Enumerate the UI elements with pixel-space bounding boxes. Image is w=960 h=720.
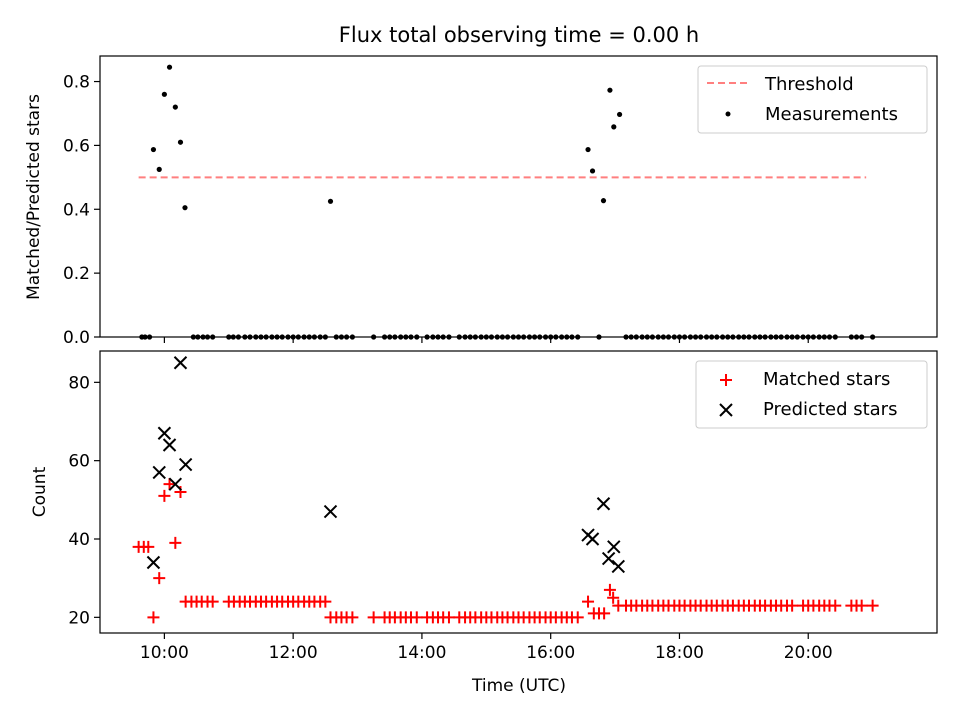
measurement-point — [161, 91, 167, 97]
matched-star-point — [142, 540, 155, 553]
measurement-point — [600, 198, 607, 204]
top-ticks: 0.0 0.2 0.4 0.6 0.8 — [63, 73, 809, 348]
measurement-point — [616, 111, 623, 118]
matched-star-point — [607, 591, 620, 604]
threshold-legend-label: Threshold — [764, 74, 854, 95]
matched-legend-swatch — [720, 374, 732, 386]
measurement-point — [327, 198, 334, 204]
matched-star-point — [855, 599, 868, 612]
measurement-point — [150, 146, 157, 153]
y-tick-label: 0.6 — [63, 136, 90, 156]
matched-star-point — [598, 607, 611, 620]
chart-title: Flux total observing time = 0.00 h — [339, 23, 699, 47]
matched-star-point — [147, 611, 160, 624]
matched-star-point — [169, 536, 182, 549]
x-axis-label: Time (UTC) — [471, 676, 566, 696]
predicted-legend-label: Predicted stars — [763, 399, 897, 420]
measurement-point — [182, 205, 188, 211]
matched-star-point — [603, 583, 616, 596]
predicted-star-point — [152, 465, 166, 480]
bottom-legend-box — [695, 360, 928, 429]
predicted-star-point — [323, 504, 338, 519]
measurement-point — [172, 104, 178, 110]
x-tick-label: 14:00 — [397, 643, 446, 663]
y-tick-label: 0.2 — [63, 264, 90, 284]
matched-star-point — [829, 599, 842, 612]
x-tick-label: 18:00 — [655, 643, 704, 663]
y-tick-label: 0.0 — [63, 328, 90, 348]
matched-star-point — [786, 599, 799, 612]
predicted-star-point — [173, 356, 188, 370]
bottom-plot-frame — [99, 350, 938, 634]
matched-star-point — [442, 611, 455, 624]
y-tick-label: 0.4 — [63, 200, 90, 220]
matched-legend-label: Matched stars — [763, 369, 890, 390]
matched-star-point — [410, 611, 423, 624]
predicted-legend-swatch — [719, 403, 733, 417]
predicted-star-point — [607, 540, 621, 554]
count-points — [132, 356, 879, 624]
bottom-ticks: 10:00 12:00 14:00 16:00 18:00 20:00 20 40 60 80 — [68, 373, 832, 663]
top-legend-box — [697, 65, 928, 134]
x-tick-label: 16:00 — [526, 643, 575, 663]
measurements-legend-label: Measurements — [765, 104, 898, 125]
matched-star-point — [163, 478, 176, 491]
top-y-axis-label: Matched/Predicted stars — [24, 94, 44, 300]
x-tick-label: 12:00 — [269, 643, 318, 663]
measurement-point — [166, 64, 173, 70]
predicted-star-point — [157, 426, 172, 440]
top-panel: 0.00.20.40.60.8 Matched/Predicted stars … — [24, 55, 938, 348]
top-legend: Threshold Measurements — [697, 65, 928, 134]
bottom-legend: Matched stars Predicted stars — [695, 360, 928, 429]
measurements-legend-swatch — [725, 111, 731, 117]
matched-star-point — [158, 489, 171, 502]
matched-star-point — [206, 595, 219, 608]
matched-star-point — [346, 611, 359, 624]
y-tick-label: 20 — [68, 608, 90, 628]
measurement-point — [177, 139, 184, 145]
bottom-y-axis-label: Count — [30, 466, 50, 517]
predicted-star-point — [585, 532, 600, 546]
y-tick-label: 80 — [68, 373, 90, 393]
matched-star-point — [582, 595, 595, 608]
measurement-point — [611, 124, 617, 130]
bottom-panel: 10:00 12:00 14:00 16:00 18:00 20:00 20 40 60 80 C… — [30, 350, 938, 696]
measurement-point — [589, 168, 596, 174]
predicted-star-point — [178, 457, 193, 472]
x-tick-label: 10:00 — [140, 643, 189, 663]
predicted-star-point — [611, 559, 626, 574]
predicted-star-point — [168, 477, 183, 491]
matched-star-point — [571, 611, 584, 624]
matched-star-point — [866, 599, 879, 612]
measurement-point — [585, 146, 591, 153]
measurement-point — [607, 87, 613, 93]
matched-star-point — [153, 572, 166, 585]
predicted-star-point — [162, 438, 177, 452]
x-tick-label: 20:00 — [784, 643, 833, 663]
predicted-star-point — [146, 555, 161, 570]
y-tick-label: 60 — [68, 452, 90, 472]
matched-star-point — [319, 595, 332, 608]
predicted-star-point — [596, 497, 611, 511]
y-tick-label: 40 — [68, 530, 90, 550]
predicted-star-point — [601, 551, 616, 566]
top-plot-frame — [99, 55, 938, 338]
matched-star-point — [174, 486, 187, 498]
measurement-point — [156, 166, 162, 172]
y-tick-label: 0.8 — [63, 73, 90, 93]
matched-star-point — [367, 611, 380, 624]
